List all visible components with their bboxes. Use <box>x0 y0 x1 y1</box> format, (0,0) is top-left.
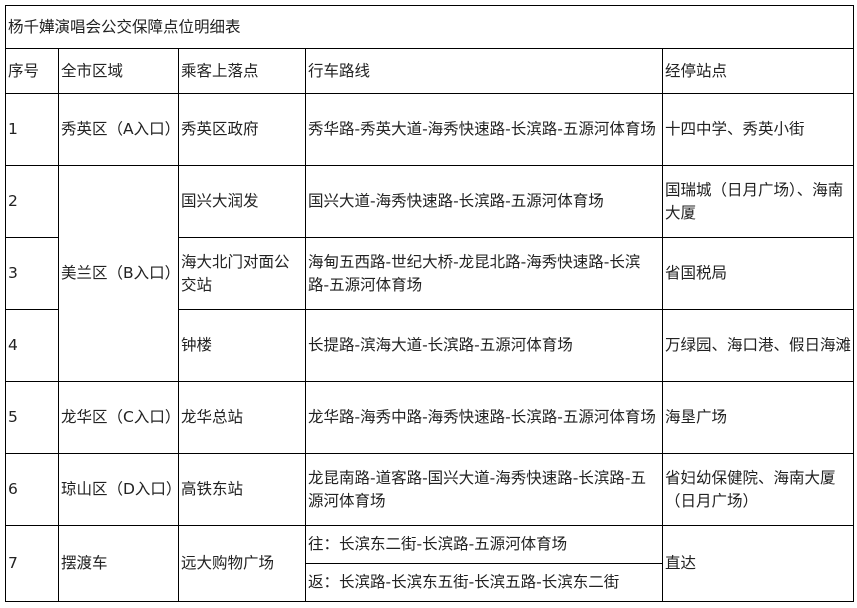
header-cell: 全市区域 <box>58 48 179 94</box>
cell-no: 5 <box>5 381 59 454</box>
cell-region: 龙华区（C入口） <box>58 381 180 454</box>
cell-region: 美兰区（B入口） <box>58 165 180 382</box>
table-row: 6 琼山区（D入口） 高铁东站 龙昆南路-道客路-国兴大道-海秀快速路-长滨路-… <box>5 453 855 526</box>
header-cell: 序号 <box>5 48 59 94</box>
table-row: 7 摆渡车 远大购物广场 往：长滨东二街-长滨路-五源河体育场 直达 <box>5 525 855 602</box>
cell-stop: 秀英区政府 <box>178 93 306 166</box>
table-row: 1 秀英区（A入口） 秀英区政府 秀华路-秀英大道-海秀快速路-长滨路-五源河体… <box>5 93 855 166</box>
header-cell: 经停站点 <box>661 48 855 94</box>
cell-stop: 钟楼 <box>178 309 306 382</box>
table-row: 2 美兰区（B入口） 国兴大润发 国兴大道-海秀快速路-长滨路-五源河体育场 国… <box>5 165 855 382</box>
cell-region: 琼山区（D入口） <box>58 453 181 526</box>
cell-stop: 国兴大润发 <box>178 165 306 238</box>
cell-stop: 龙华总站 <box>178 381 306 454</box>
cell-route: 长提路-滨海大道-长滨路-五源河体育场 <box>305 309 663 382</box>
cell-stop: 高铁东站 <box>178 453 306 526</box>
cell-route: 龙昆南路-道客路-国兴大道-海秀快速路-长滨路-五源河体育场 <box>305 453 663 526</box>
cell-via: 万绿园、海口港、假日海滩 <box>661 309 855 382</box>
cell-via: 十四中学、秀英小街 <box>661 93 855 166</box>
cell-route: 龙华路-海秀中路-海秀快速路-长滨路-五源河体育场 <box>305 381 663 454</box>
cell-via: 海垦广场 <box>661 381 855 454</box>
cell-no: 6 <box>5 453 59 526</box>
cell-no: 2 <box>5 165 59 238</box>
cell-no: 7 <box>5 525 59 602</box>
header-cell: 行车路线 <box>305 48 663 94</box>
cell-no: 1 <box>5 93 59 166</box>
header-row: 序号 全市区域 乘客上落点 行车路线 经停站点 <box>5 48 855 94</box>
header-cell: 乘客上落点 <box>178 48 306 94</box>
cell-region: 秀英区（A入口） <box>58 93 180 166</box>
table-row: 3 海大北门对面公交站 海甸五西路-世纪大桥-龙昆北路-海秀快速路-长滨路-五源… <box>5 237 855 310</box>
cell-route: 海甸五西路-世纪大桥-龙昆北路-海秀快速路-长滨路-五源河体育场 <box>305 237 663 310</box>
cell-stop: 海大北门对面公交站 <box>178 237 306 310</box>
table-row: 返：长滨路-长滨东五街-长滨五路-长滨东二街 <box>6 563 854 602</box>
cell-route-go: 往：长滨东二街-长滨路-五源河体育场 <box>305 525 663 564</box>
cell-via: 国瑞城（日月广场）、海南大厦 <box>661 165 855 238</box>
cell-route-back: 返：长滨路-长滨东五街-长滨五路-长滨东二街 <box>305 563 663 602</box>
cell-via: 直达 <box>661 525 855 602</box>
table-row: 4 钟楼 长提路-滨海大道-长滨路-五源河体育场 万绿园、海口港、假日海滩 <box>5 309 855 382</box>
cell-route: 秀华路-秀英大道-海秀快速路-长滨路-五源河体育场 <box>305 93 663 166</box>
table-row: 5 龙华区（C入口） 龙华总站 龙华路-海秀中路-海秀快速路-长滨路-五源河体育… <box>5 381 855 454</box>
cell-region: 摆渡车 <box>58 525 179 602</box>
cell-via: 省妇幼保健院、海南大厦（日月广场） <box>661 453 855 526</box>
cell-no: 4 <box>5 309 59 382</box>
bus-stop-table: 杨千嬅演唱会公交保障点位明细表 序号 全市区域 乘客上落点 行车路线 经停站点 … <box>4 5 855 602</box>
cell-via: 省国税局 <box>661 237 855 310</box>
table-title: 杨千嬅演唱会公交保障点位明细表 <box>4 5 855 49</box>
cell-route: 国兴大道-海秀快速路-长滨路-五源河体育场 <box>305 165 663 238</box>
cell-stop: 远大购物广场 <box>178 525 306 602</box>
cell-no: 3 <box>5 237 59 310</box>
